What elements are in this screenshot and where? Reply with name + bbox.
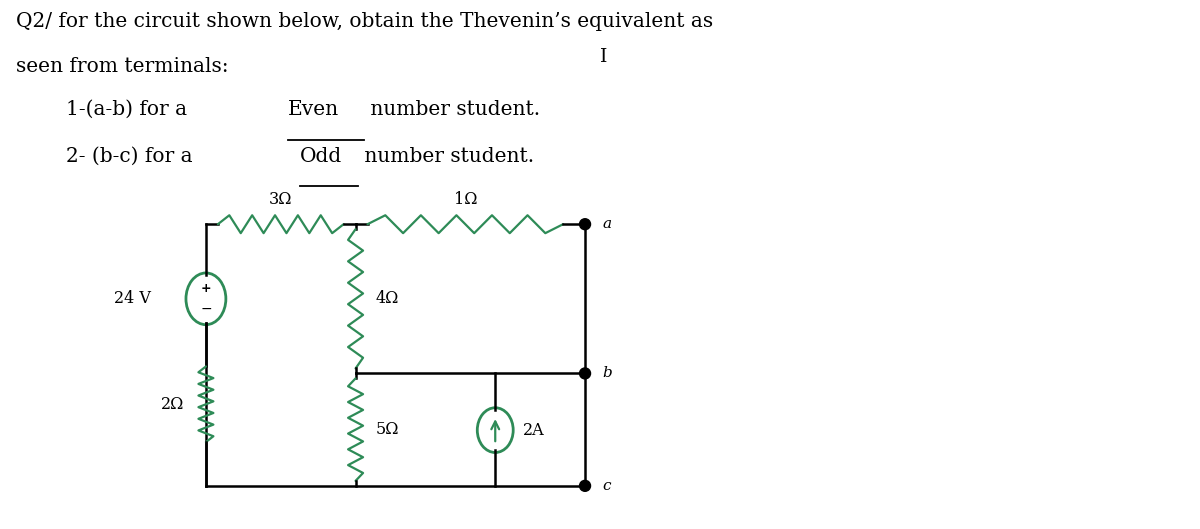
Text: 2Ω: 2Ω: [161, 396, 184, 413]
Circle shape: [580, 480, 590, 491]
Text: 2A: 2A: [523, 422, 545, 439]
Text: 5Ω: 5Ω: [376, 421, 400, 438]
Text: +: +: [200, 282, 211, 295]
Text: a: a: [602, 217, 611, 231]
Text: I: I: [600, 48, 607, 66]
Text: Q2/ for the circuit shown below, obtain the Thevenin’s equivalent as: Q2/ for the circuit shown below, obtain …: [17, 12, 714, 31]
Text: Odd: Odd: [300, 147, 342, 166]
Text: number student.: number student.: [358, 147, 534, 166]
Circle shape: [580, 368, 590, 379]
Text: c: c: [602, 479, 611, 493]
Text: −: −: [200, 302, 211, 316]
Text: 3Ω: 3Ω: [269, 191, 293, 208]
Circle shape: [580, 219, 590, 230]
Text: 1-(a-b) for a: 1-(a-b) for a: [66, 100, 193, 119]
Text: 4Ω: 4Ω: [376, 290, 398, 307]
Text: 24 V: 24 V: [114, 290, 151, 307]
Text: b: b: [602, 367, 612, 380]
Text: seen from terminals:: seen from terminals:: [17, 57, 229, 76]
Text: number student.: number student.: [364, 100, 540, 119]
Text: 2- (b-c) for a: 2- (b-c) for a: [66, 147, 199, 166]
Text: Even: Even: [288, 100, 338, 119]
Text: 1Ω: 1Ω: [454, 191, 478, 208]
